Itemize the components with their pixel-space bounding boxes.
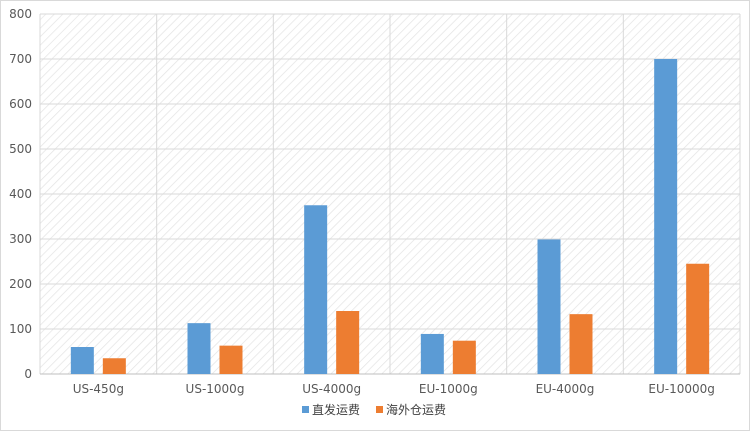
bar-direct-shipping — [187, 323, 211, 374]
bar-overseas-warehouse — [336, 311, 360, 374]
legend-swatch-overseas-warehouse — [376, 406, 383, 413]
x-axis-ticks: US-450g US-1000g US-4000g EU-1000g EU-4000g E… — [73, 382, 715, 396]
x-tick-label: US-4000g — [302, 382, 361, 396]
bar-direct-shipping — [420, 333, 444, 374]
legend-label-direct-shipping: 直发运费 — [312, 402, 360, 417]
y-tick-label: 200 — [9, 277, 32, 291]
y-tick-label: 800 — [9, 7, 32, 21]
y-tick-label: 400 — [9, 187, 32, 201]
bar-direct-shipping — [654, 59, 678, 374]
bar-overseas-warehouse — [219, 345, 243, 374]
y-tick-label: 300 — [9, 232, 32, 246]
x-tick-label: EU-1000g — [419, 382, 478, 396]
bar-direct-shipping — [537, 239, 561, 374]
legend-swatch-direct-shipping — [302, 406, 309, 413]
bar-direct-shipping — [70, 347, 94, 374]
bar-overseas-warehouse — [686, 263, 710, 374]
gridlines — [39, 13, 741, 375]
x-tick-label: EU-10000g — [648, 382, 715, 396]
bar-overseas-warehouse — [569, 314, 593, 374]
y-tick-label: 500 — [9, 142, 32, 156]
legend-label-overseas-warehouse: 海外仓运费 — [386, 402, 446, 417]
x-tick-label: EU-4000g — [536, 382, 595, 396]
legend: 直发运费 海外仓运费 — [302, 402, 446, 417]
bar-overseas-warehouse — [452, 340, 476, 374]
x-tick-label: US-450g — [73, 382, 124, 396]
y-axis-ticks: 0 100 200 300 400 500 600 700 800 — [9, 7, 32, 381]
y-tick-label: 100 — [9, 322, 32, 336]
y-tick-label: 700 — [9, 52, 32, 66]
y-tick-label: 600 — [9, 97, 32, 111]
x-tick-label: US-1000g — [186, 382, 245, 396]
y-tick-label: 0 — [24, 367, 32, 381]
bar-overseas-warehouse — [102, 358, 126, 374]
bar-direct-shipping — [304, 205, 328, 374]
bars — [70, 59, 710, 374]
